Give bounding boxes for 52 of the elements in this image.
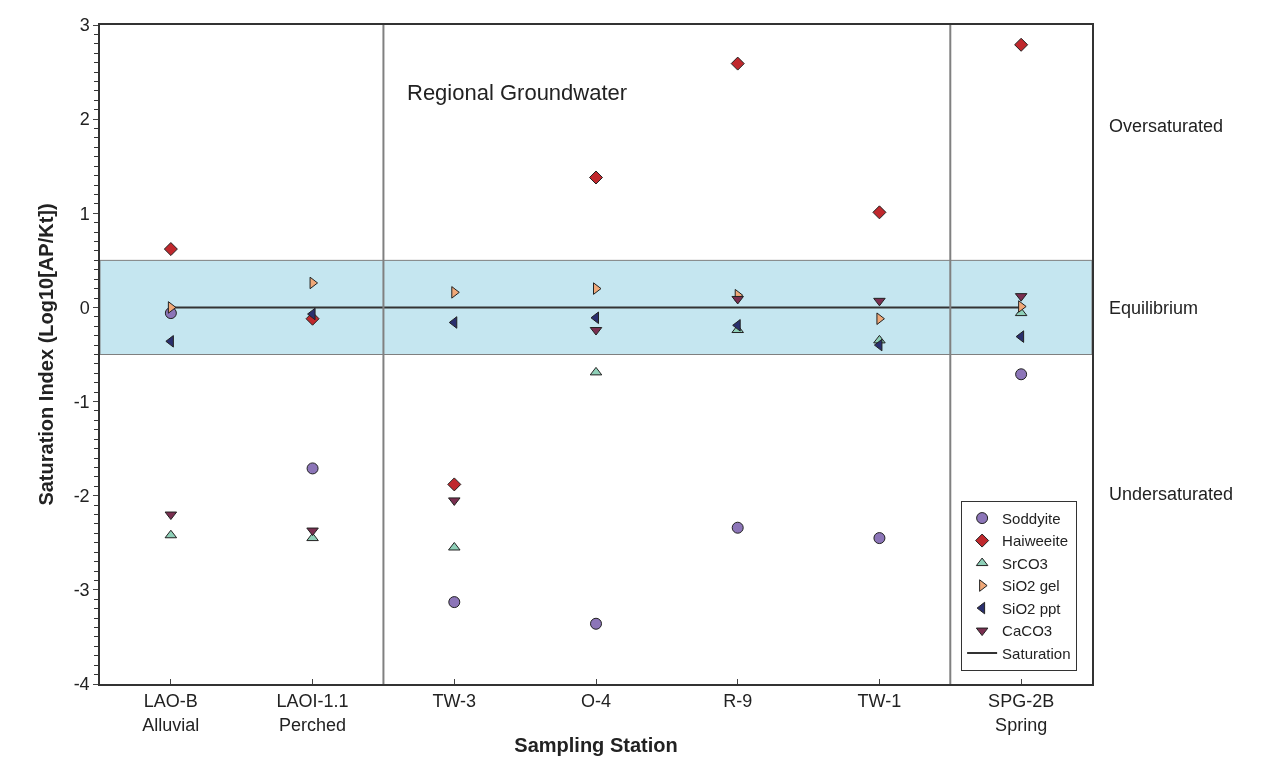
point (590, 617, 602, 630)
point (448, 316, 458, 329)
point (1015, 368, 1028, 381)
point (448, 596, 461, 609)
x-tick-label: LAOI-1.1 Perched (276, 691, 349, 735)
point (1014, 37, 1029, 52)
point (1015, 330, 1025, 343)
point (873, 297, 886, 307)
annotation: Regional Groundwater (407, 80, 628, 105)
point (306, 462, 319, 475)
point (167, 301, 177, 314)
text: Oversaturated (1109, 116, 1224, 136)
x-tick-label: TW-1 (857, 691, 902, 712)
x-axis-title: Sampling Station (514, 733, 678, 756)
text: Equilibrium (1109, 298, 1199, 318)
point (448, 541, 461, 551)
point (589, 170, 603, 185)
legend-label: Haiweeite (1002, 532, 1068, 550)
point (873, 532, 886, 545)
legend-label: CaCO3 (1002, 622, 1053, 640)
y-tick-label: 2 (79, 109, 90, 130)
point (163, 242, 178, 257)
y-tick-label: -2 (73, 486, 90, 507)
point (447, 477, 462, 492)
legend-label: SiO2 gel (1002, 577, 1060, 595)
x-tick-label: R-9 (723, 691, 753, 712)
point (306, 527, 319, 537)
y-tick-label: 3 (79, 15, 90, 36)
y-tick-label: -3 (73, 580, 90, 601)
point (873, 338, 883, 352)
legend-label: SrCO3 (1002, 554, 1048, 572)
legend-label: SiO2 ppt (1002, 599, 1062, 617)
point (164, 529, 178, 539)
y-axis-title: Saturation Index (Log10[AP/Kt]) (34, 203, 57, 506)
point (589, 366, 603, 376)
point (731, 521, 744, 534)
legend-label: Saturation (1002, 644, 1071, 662)
y-tick-label: -1 (73, 391, 90, 412)
point (164, 511, 178, 521)
point (731, 295, 744, 305)
point (872, 205, 887, 220)
x-tick-label: SPG-2B Spring (988, 691, 1055, 735)
y-tick-label: 0 (79, 297, 90, 318)
y-tick-label: 1 (79, 203, 90, 224)
x-tick-label: LAO-B Alluvial (142, 691, 200, 735)
x-tick-label: O-4 (580, 691, 612, 712)
text: Undersaturated (1109, 484, 1234, 504)
y-tick-label: -4 (73, 674, 90, 695)
legend-label: Soddyite (1002, 509, 1061, 527)
x-tick-label: TW-3 (432, 691, 477, 712)
point (309, 276, 319, 290)
point (730, 56, 745, 71)
